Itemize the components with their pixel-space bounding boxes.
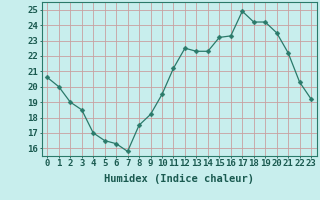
X-axis label: Humidex (Indice chaleur): Humidex (Indice chaleur) bbox=[104, 174, 254, 184]
